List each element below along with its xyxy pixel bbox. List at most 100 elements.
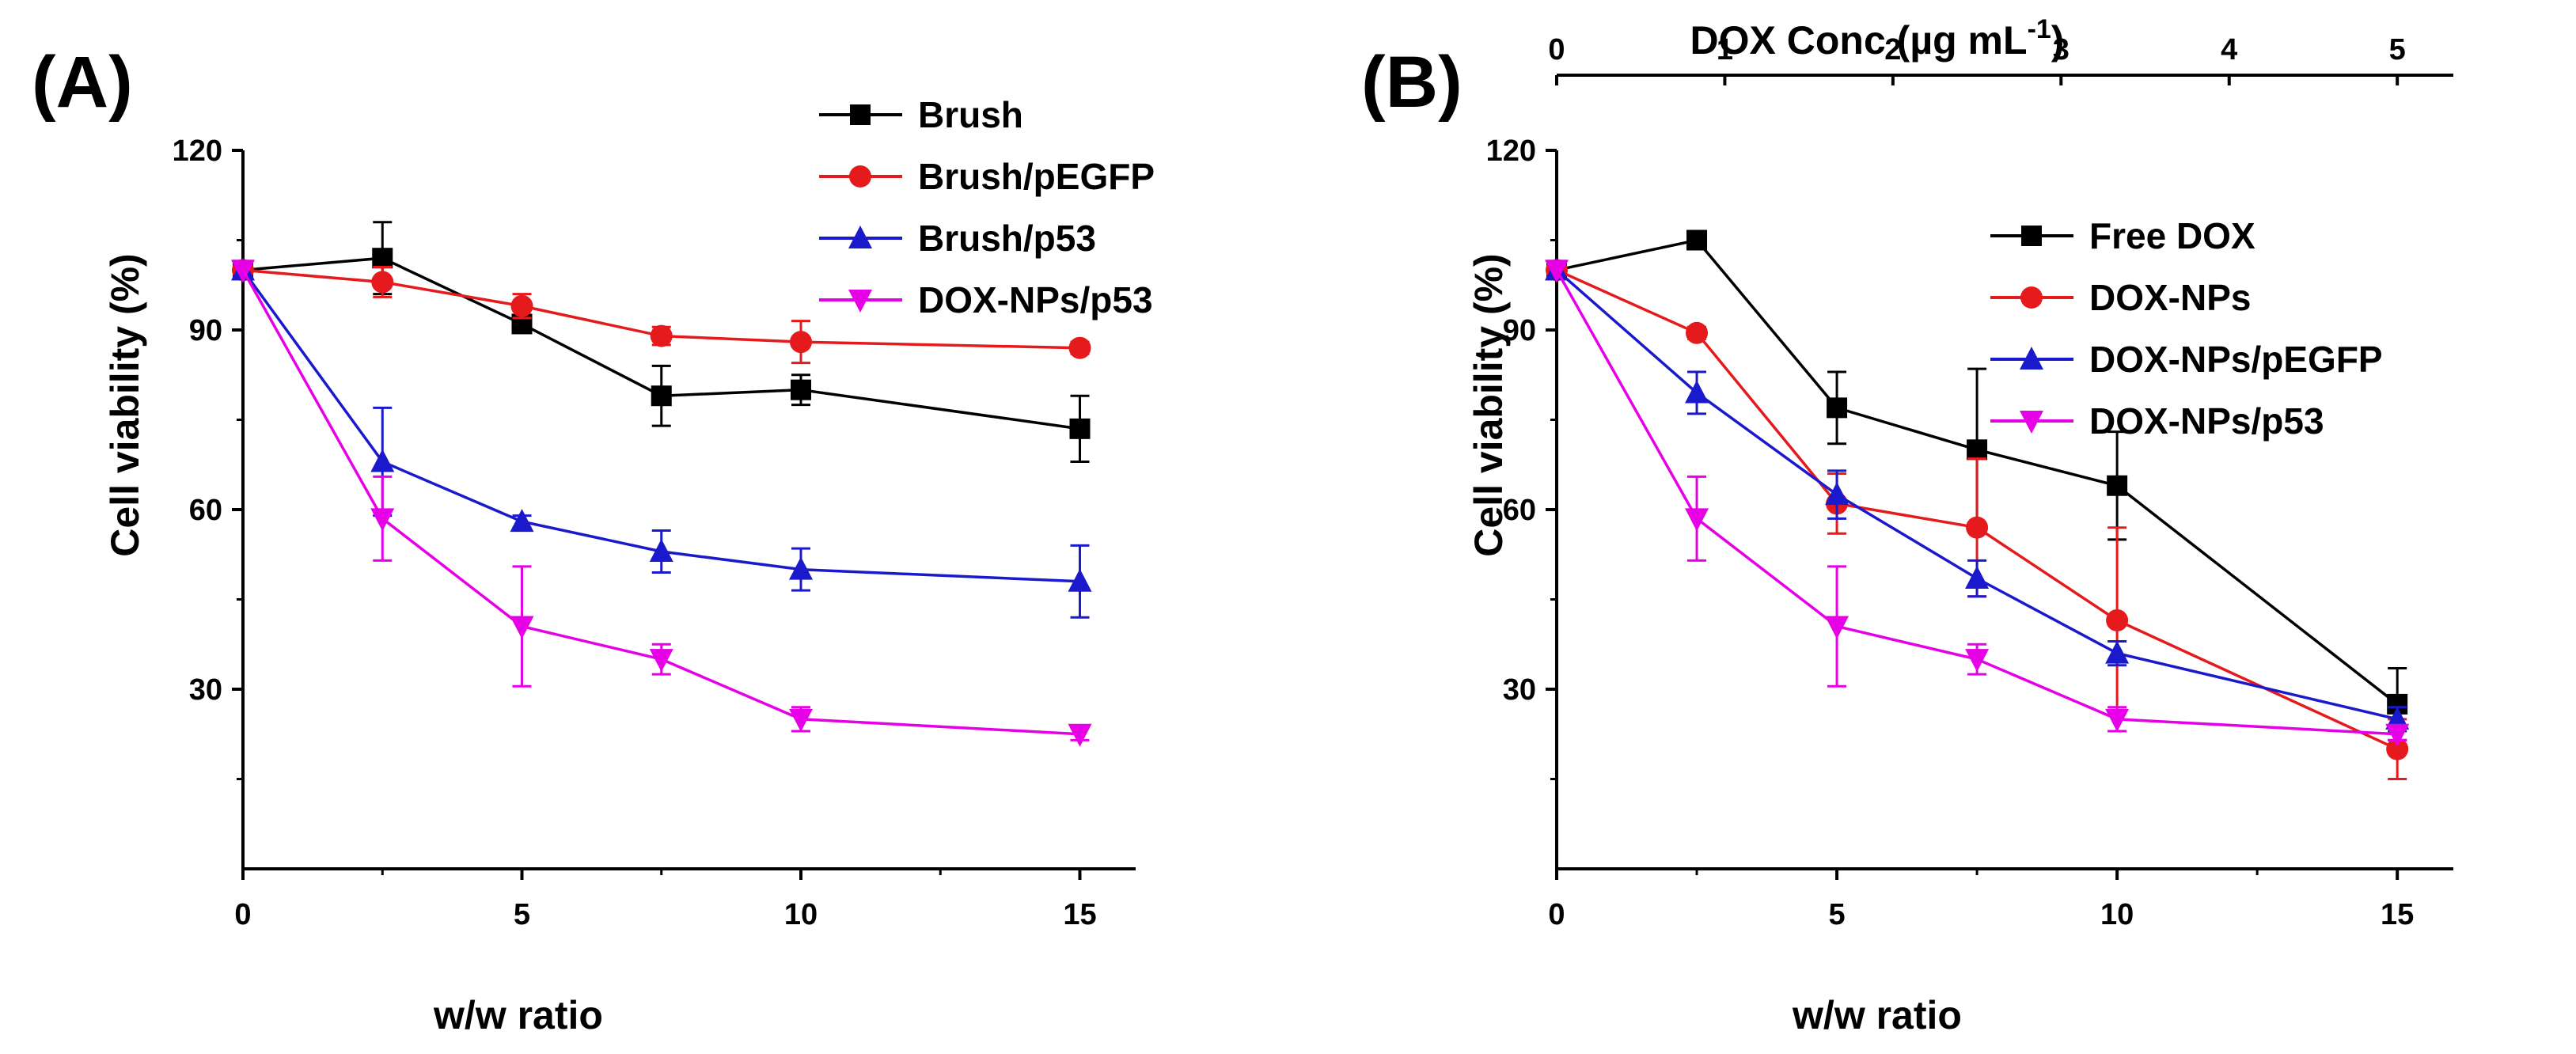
panel-a-series-brush-pegfp-point bbox=[510, 294, 533, 317]
panel-b-top-axis-title: DOX Conc (µg mL-1) bbox=[1690, 14, 2065, 63]
panel-a-series-brush-pegfp-line bbox=[242, 268, 1080, 350]
panel-a-legend-label: Brush bbox=[918, 94, 1023, 135]
panel-b-series-dox-nps-p53-point bbox=[1965, 649, 1990, 673]
panel-a-series-brush-p53-line bbox=[241, 269, 1080, 583]
panel-b-legend-item-dox-nps-p53: DOX-NPs/p53 bbox=[1990, 400, 2324, 442]
panel-a-series-dox-nps-p53-point bbox=[649, 649, 673, 673]
panel-a-series-dox-nps-p53-point bbox=[1068, 723, 1092, 747]
panel-b-legend-label: Free DOX bbox=[2089, 215, 2255, 256]
panel-b-series-dox-nps-pegfp-point bbox=[1965, 566, 1990, 590]
panel-b-y-tick-label: 60 bbox=[1503, 494, 1536, 527]
panel-b-top-tick-label: 0 bbox=[1548, 33, 1565, 66]
panel-b-series-dox-nps-line bbox=[1556, 268, 2398, 751]
panel-a-series-dox-nps-p53-point bbox=[231, 260, 255, 283]
panel-b-x-tick-label: 5 bbox=[1828, 898, 1845, 931]
panel-a-series-brush-line bbox=[242, 256, 1080, 430]
panel-a-x-tick-label: 10 bbox=[784, 898, 818, 931]
panel-b-series-dox-nps-p53-line bbox=[1555, 269, 2398, 736]
panel-b-series-dox-nps-p53-point bbox=[1825, 616, 1849, 639]
panel-a-x-axis-title: w/w ratio bbox=[433, 993, 603, 1037]
panel-b-top-tick-label: 3 bbox=[2053, 33, 2070, 66]
panel-a-x-tick-label: 0 bbox=[234, 898, 251, 931]
panel-b-series-dox-nps-pegfp-point bbox=[1825, 482, 1849, 506]
panel-b-top-tick-label: 5 bbox=[2389, 33, 2406, 66]
panel-a-legend-marker bbox=[848, 290, 872, 313]
panel-b-legend-label: DOX-NPs bbox=[2089, 277, 2251, 318]
panel-b-series-dox-nps-pegfp-point bbox=[2385, 706, 2410, 730]
panel-b-top-tick-label: 4 bbox=[2221, 33, 2237, 66]
panel-a-y-tick-label: 30 bbox=[189, 673, 222, 707]
panel-a-series-brush-point bbox=[791, 379, 811, 400]
panel-b-series-free-dox-point bbox=[1827, 397, 1848, 419]
panel-b-legend-marker bbox=[2020, 286, 2043, 309]
panel-b-series-free-dox-point bbox=[2107, 475, 2128, 496]
panel-b-y-tick-label: 120 bbox=[1486, 135, 1536, 168]
panel-a-legend-item-brush-pegfp: Brush/pEGFP bbox=[819, 156, 1155, 197]
panel-b-series-dox-nps-pegfp-line bbox=[1555, 269, 2398, 721]
panel-b-series-free-dox-point bbox=[1686, 229, 1708, 251]
panel-b-x-tick-label: 0 bbox=[1548, 898, 1565, 931]
panel-b-series-dox-nps-p53-point bbox=[2385, 723, 2410, 747]
panel-b-series-dox-nps-pegfp-point bbox=[1685, 380, 1709, 404]
panel-b-top-axis-title-sup: -1 bbox=[2028, 14, 2051, 44]
panel-b-series-dox-nps-p53-point bbox=[1545, 260, 1569, 283]
panel-b-series-free-dox-line bbox=[1556, 238, 2399, 706]
panel-b-series-dox-nps-point bbox=[2106, 609, 2129, 631]
panel-b-top-tick-label: 1 bbox=[1717, 33, 1733, 66]
panel-b-x-tick-label: 15 bbox=[2381, 898, 2414, 931]
panel-b-legend-marker bbox=[2021, 226, 2042, 246]
panel-b-legend-item-dox-nps-pegfp: DOX-NPs/pEGFP bbox=[1990, 339, 2383, 380]
panel-a-series-brush-p53-point bbox=[510, 509, 534, 533]
panel-b-series-dox-nps-pegfp-point bbox=[2105, 640, 2130, 664]
panel-b-legend-marker bbox=[2020, 347, 2043, 370]
panel-a-series-brush-pegfp-point bbox=[1068, 336, 1091, 359]
panel-b-legend-label: DOX-NPs/pEGFP bbox=[2089, 339, 2383, 380]
panel-b-top-axis-title-end: ) bbox=[2051, 18, 2065, 63]
panel-b-legend: Free DOX DOX-NPs DOX-NPs/pEGFP DOX-NPs/p53 bbox=[1990, 215, 2383, 442]
panel-a-series-brush-point bbox=[372, 248, 393, 269]
panel-a-series-brush-pegfp-point bbox=[650, 324, 673, 347]
panel-a-legend-marker bbox=[850, 104, 871, 125]
panel-a-series-brush-p53-point bbox=[789, 556, 813, 580]
panel-a-series-brush-point bbox=[1069, 418, 1091, 439]
panel-b-series-dox-nps bbox=[1546, 259, 2409, 780]
panel-b-label: (B) bbox=[1361, 42, 1463, 123]
panel-a-series-brush-pegfp bbox=[232, 259, 1091, 365]
panel-a-series-brush-p53-point bbox=[1068, 568, 1092, 592]
panel-a-legend-label: Brush/pEGFP bbox=[918, 156, 1155, 197]
panel-b-y-tick-label: 90 bbox=[1503, 314, 1536, 347]
panel-b-series-dox-nps-p53-point bbox=[2105, 708, 2130, 732]
panel-a-y-tick-label: 60 bbox=[189, 494, 222, 527]
panel-b-legend-label: DOX-NPs/p53 bbox=[2089, 400, 2324, 442]
panel-b-series-free-dox bbox=[1546, 229, 2408, 741]
panel-a: (A) Cell viability (%) w/w ratio 0 5 10 15 3… bbox=[32, 42, 1155, 1037]
panel-a-legend-item-dox-nps-p53: DOX-NPs/p53 bbox=[819, 279, 1153, 320]
panel-b-x-axis-title: w/w ratio bbox=[1792, 993, 1962, 1037]
panel-a-legend-label: Brush/p53 bbox=[918, 218, 1096, 259]
panel-a-series-dox-nps-p53-point bbox=[370, 508, 395, 532]
panel-a-series-brush-p53-point bbox=[649, 538, 673, 562]
panel-b-series-free-dox-point bbox=[1967, 439, 1988, 461]
panel-a-legend-item-brush-p53: Brush/p53 bbox=[819, 218, 1096, 259]
panel-b: (B) Cell viability (%) w/w ratio DOX Con… bbox=[1361, 14, 2453, 1037]
panel-a-legend-label: DOX-NPs/p53 bbox=[918, 279, 1153, 320]
panel-a-legend-marker bbox=[848, 226, 872, 248]
panel-a-y-axis-title: Cell viability (%) bbox=[103, 253, 147, 556]
panel-a-series-brush-pegfp-point bbox=[790, 331, 812, 354]
panel-a-series-dox-nps-p53-line bbox=[241, 269, 1080, 736]
panel-a-series-brush-p53 bbox=[231, 257, 1092, 619]
panel-b-top-tick-label: 2 bbox=[1884, 33, 1901, 66]
panel-a-legend-marker bbox=[849, 165, 871, 188]
panel-a-x-tick-label: 5 bbox=[514, 898, 530, 931]
panel-b-legend-item-dox-nps: DOX-NPs bbox=[1990, 277, 2251, 318]
panel-a-series-brush-point bbox=[651, 385, 672, 407]
panel-a-series-brush-p53-point bbox=[370, 449, 395, 472]
panel-a-series-dox-nps-p53-point bbox=[789, 708, 813, 732]
panel-b-legend-item-free-dox: Free DOX bbox=[1990, 215, 2255, 256]
panel-b-series-dox-nps-p53-point bbox=[1685, 508, 1709, 532]
panel-a-label: (A) bbox=[32, 42, 133, 123]
panel-b-x-tick-label: 10 bbox=[2100, 898, 2134, 931]
panel-a-series-brush-pegfp-point bbox=[371, 271, 394, 294]
panel-a-series-dox-nps-p53-point bbox=[510, 616, 534, 639]
